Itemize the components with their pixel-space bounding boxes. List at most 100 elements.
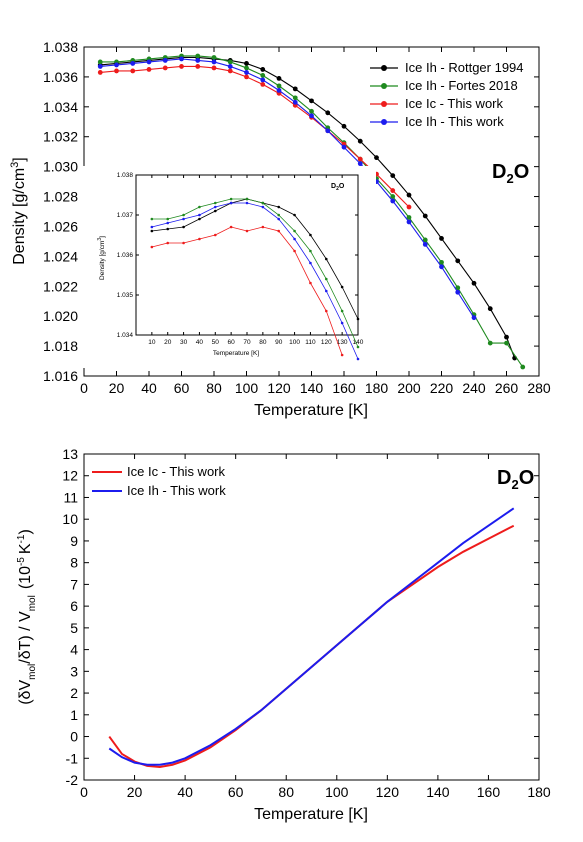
inset-point-ice-ih-fortes-2018 [166,217,170,221]
inset-x-tick-label: 60 [228,339,236,346]
top-point-ice-ih-this-work [390,198,396,204]
top-point-ice-ih-this-work [309,113,314,119]
top-point-ice-ih-fortes-2018 [439,259,444,265]
bottom-y-tick-label: 8 [70,555,78,571]
inset-point-ice-ih-fortes-2018 [261,201,265,205]
top-point-ice-ic-this-work [97,70,103,75]
top-y-tick-label: 1.026 [43,218,78,234]
inset-point-ice-ih-rottger-1994 [277,205,281,209]
top-point-ice-ih-fortes-2018 [227,59,233,65]
top-point-ice-ih-fortes-2018 [276,83,282,89]
top-point-ice-ih-this-work [97,64,103,69]
bottom-y-tick-label: 3 [70,663,78,679]
inset-point-ice-ih-this-work [356,357,360,361]
top-point-ice-ih-this-work [244,70,249,75]
bottom-y-tick-label: -1 [66,750,79,766]
top-point-ice-ih-rottger-1994 [471,280,477,286]
top-point-ice-ih-fortes-2018 [455,285,461,291]
top-point-ice-ih-rottger-1994 [390,173,396,179]
top-point-ice-ic-this-work [260,81,266,87]
inset-point-ice-ic-this-work [182,241,185,245]
top-point-ice-ih-rottger-1994 [406,192,412,198]
inset-point-ice-ih-this-work [229,201,233,205]
bottom-x-tick-label: 80 [278,784,294,800]
top-point-ice-ih-rottger-1994 [455,258,461,264]
top-x-tick-label: 200 [397,380,421,396]
inset-point-ice-ih-fortes-2018 [245,197,249,201]
top-x-tick-label: 40 [141,380,157,396]
top-point-ice-ih-fortes-2018 [520,364,526,370]
top-point-ice-ic-this-work [114,68,119,74]
inset-point-ice-ih-fortes-2018 [182,213,185,217]
bottom-d2o-label: D2O [497,467,534,492]
top-y-tick-label: 1.032 [43,129,78,145]
top-point-ice-ih-fortes-2018 [260,73,266,78]
top-series-ice-ih-this-work [100,58,475,318]
top-x-tick-label: 160 [332,380,356,396]
top-point-ice-ih-rottger-1994 [244,61,249,66]
top-legend-entry-ic: Ice Ic - This work [370,96,504,111]
inset-point-ice-ih-fortes-2018 [229,197,233,201]
inset-point-ice-ih-rottger-1994 [150,229,154,233]
bottom-y-tick-label: 2 [70,685,78,701]
svg-text:Ice Ic - This work: Ice Ic - This work [405,96,504,111]
top-point-ice-ic-this-work [227,68,233,74]
top-point-ice-ih-fortes-2018 [195,53,201,59]
top-point-ice-ih-this-work [211,59,217,65]
top-x-tick-label: 0 [80,380,88,396]
inset-point-ice-ih-fortes-2018 [150,217,154,221]
top-series-ice-ic-this-work [100,65,410,208]
top-point-ice-ih-rottger-1994 [374,155,379,161]
bottom-series-group [108,507,515,768]
inset-point-ice-ih-this-work [277,217,281,221]
bottom-y-tick-label: -2 [66,772,79,788]
top-point-ice-ih-fortes-2018 [406,215,412,220]
top-point-ice-ih-this-work [325,128,331,134]
inset-point-ice-ic-this-work [198,237,201,241]
top-y-tick-label: 1.038 [43,39,78,55]
bottom-y-tick-label: 1 [70,707,78,723]
inset-y-tick-label: 1.034 [117,332,134,339]
top-x-tick-label: 220 [430,380,454,396]
top-axis-ticks: 0 20 40 60 80 100 120 140 160 180 200 220 240 260 280 1… [43,39,551,396]
inset-series-group [150,197,360,361]
inset-x-tick-label: 80 [259,339,267,346]
top-d2o-label: D2O [492,161,529,186]
inset-point-ice-ih-rottger-1994 [198,217,201,221]
bottom-y-tick-label: 10 [62,511,78,527]
top-point-ice-ih-rottger-1994 [487,306,493,312]
top-point-ice-ih-this-work [130,61,136,66]
top-x-tick-label: 100 [235,380,259,396]
top-point-ice-ih-fortes-2018 [390,194,396,199]
top-point-ice-ih-this-work [292,99,298,105]
inset-point-ice-ic-this-work [340,353,344,357]
inset-point-ice-ih-this-work [166,221,170,225]
inset-x-tick-label: 140 [353,339,364,346]
inset-point-ice-ic-this-work [293,249,296,253]
top-point-ice-ih-rottger-1994 [260,67,266,72]
top-point-ice-ic-this-work [146,67,152,72]
top-x-axis-title: Temperature [K] [254,402,368,419]
top-y-tick-label: 1.034 [43,99,78,115]
top-point-ice-ih-this-work [162,58,168,63]
top-point-ice-ih-this-work [422,242,428,247]
top-point-ice-ic-this-work [357,156,363,162]
inset-point-ice-ih-this-work [324,289,328,293]
top-point-ice-ih-fortes-2018 [487,340,493,346]
top-point-ice-ic-this-work [211,65,217,71]
inset-point-ice-ih-rottger-1994 [213,209,217,213]
inset-point-ice-ih-rottger-1994 [356,317,360,321]
top-point-ice-ih-this-work [455,289,461,295]
top-point-ice-ih-rottger-1994 [309,98,314,104]
svg-text:Ice Ih - This work: Ice Ih - This work [405,114,504,129]
bottom-x-tick-label: 60 [228,784,244,800]
inset-y-tick-label: 1.036 [117,252,134,259]
bottom-x-tick-label: 40 [177,784,193,800]
top-point-ice-ic-this-work [130,68,136,74]
bottom-axis-ticks: 0 20 40 60 80 100 120 140 160 180-2-1012345678910… [62,446,550,800]
bottom-y-tick-label: 4 [70,642,78,658]
top-point-ice-ih-this-work [179,56,184,62]
top-point-ice-ic-this-work [244,74,249,80]
inset-y-tick-label: 1.038 [117,172,134,179]
bottom-series-ice-ih-this-work [108,507,515,766]
